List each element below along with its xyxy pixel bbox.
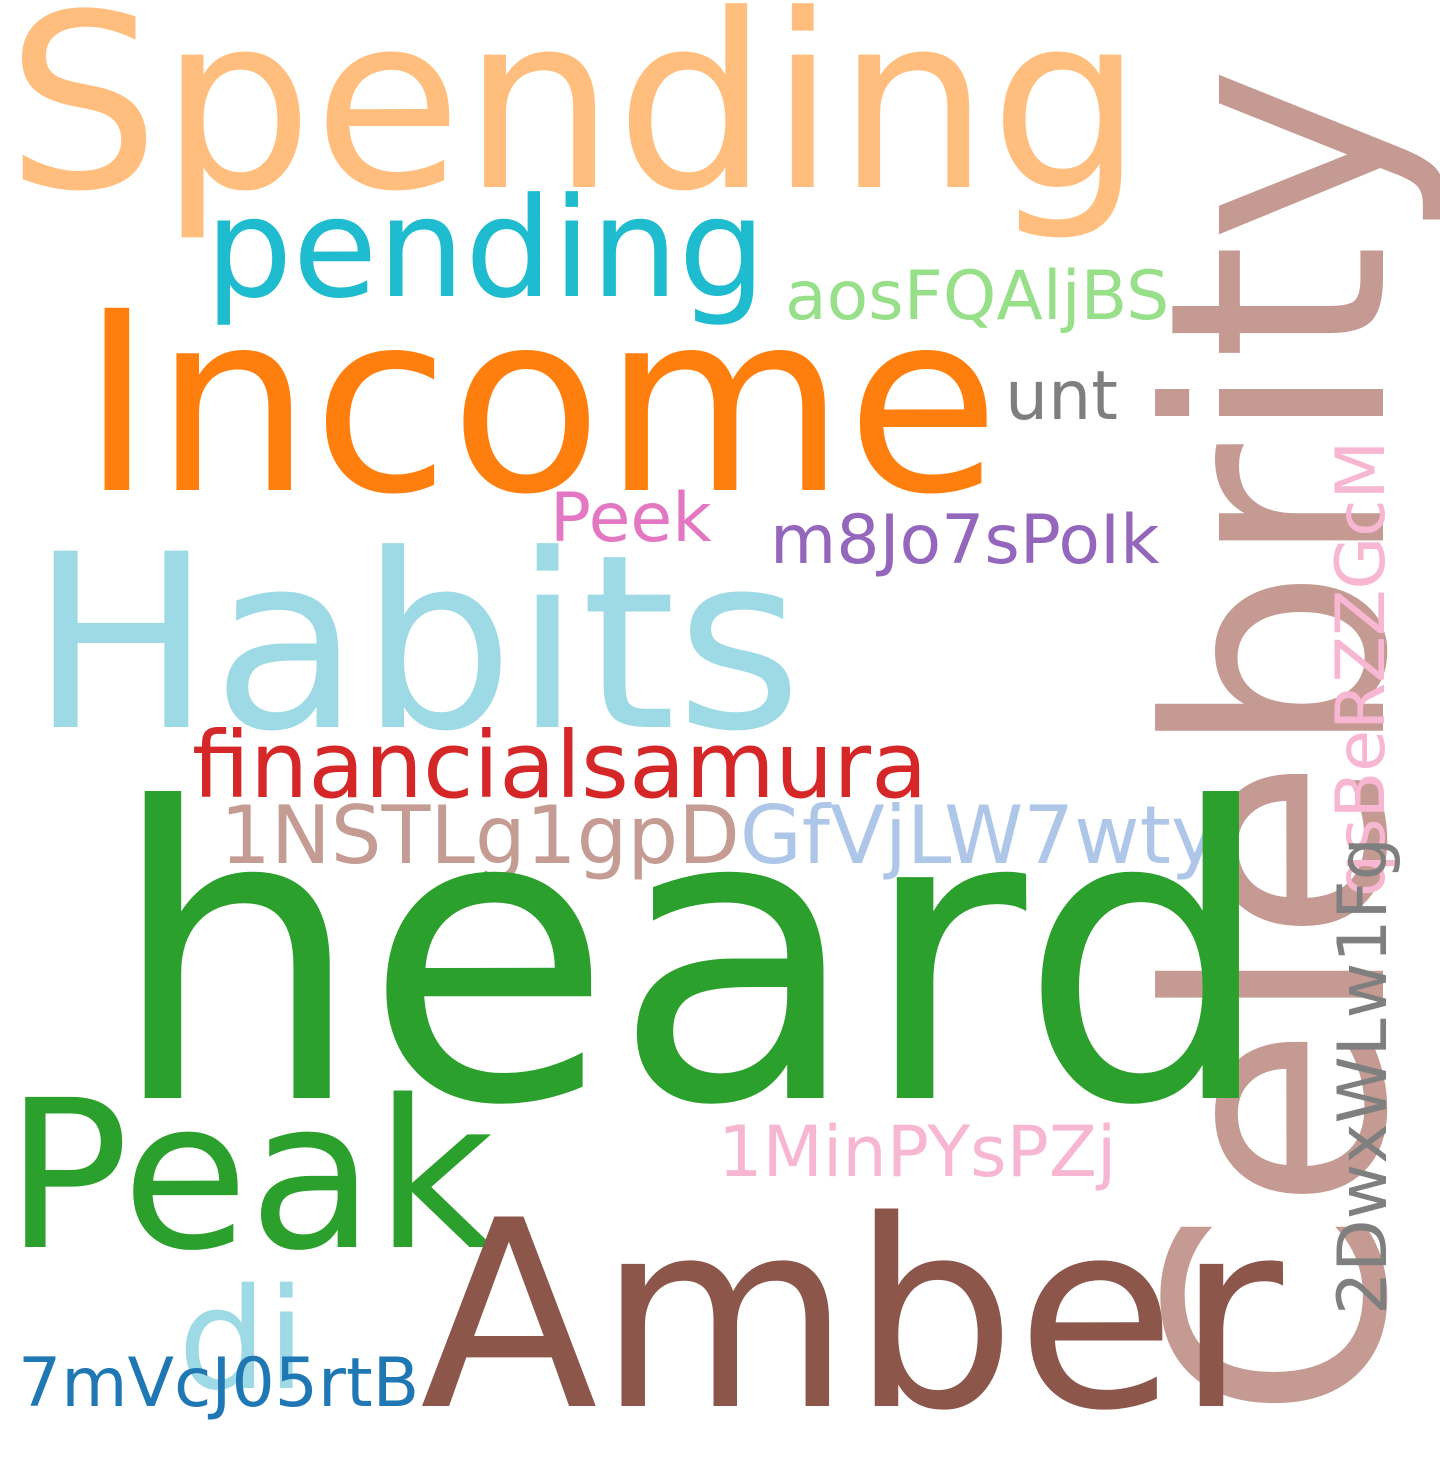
word-7mvcj05rtb: 7mVcJ05rtB bbox=[18, 1344, 420, 1423]
word-unt: unt bbox=[1005, 357, 1118, 436]
word-di: di bbox=[178, 1259, 306, 1422]
word-amber: Amber bbox=[420, 1166, 1284, 1468]
word-heard: heard bbox=[108, 724, 1276, 1194]
word-pending: pending bbox=[205, 168, 766, 329]
word-qsberzzgcm: qsBeRZZGcM bbox=[1322, 440, 1401, 897]
word-aosfqaljbs: aosFQAljBS bbox=[785, 257, 1170, 336]
word-peek: Peek bbox=[550, 479, 712, 558]
word-2dwxwlw1fg: 2DwxWLw1Fg bbox=[1324, 837, 1403, 1315]
word-income: Income bbox=[80, 258, 1000, 549]
word-peak: Peak bbox=[5, 1056, 495, 1296]
word-m8jo7spoik: m8Jo7sPoIk bbox=[770, 501, 1160, 580]
word-habits: Habits bbox=[30, 503, 803, 785]
word-spending: Spending bbox=[6, 0, 1144, 245]
word-1minpyspzj: 1MinPYsPZj bbox=[718, 1111, 1117, 1193]
word-financialsamura: financialsamura bbox=[192, 712, 928, 819]
word-part-gfvjlw7wty: GfVjLW7wty bbox=[739, 789, 1219, 882]
word-part-1nstlg1gpd: 1NSTLg1gpD bbox=[220, 789, 740, 882]
word-1nstlg1gpdgfvjlw7wty: 1NSTLg1gpDGfVjLW7wty bbox=[220, 796, 1218, 876]
